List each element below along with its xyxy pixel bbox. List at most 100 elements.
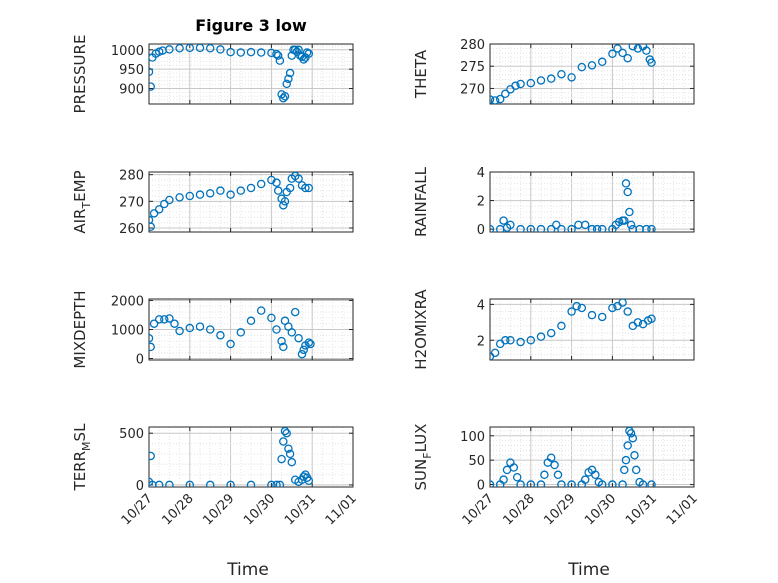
data-point [275, 480, 285, 487]
data-point [557, 480, 566, 487]
data-point [246, 316, 256, 326]
data-point [290, 307, 300, 317]
axes-box [489, 298, 695, 361]
data-point [149, 222, 155, 231]
data-point [285, 183, 295, 193]
data-point [608, 303, 617, 313]
data-point [536, 332, 546, 341]
data-point [618, 480, 627, 487]
data-point [536, 224, 546, 232]
data-point [280, 197, 290, 206]
y-axis-label: MIXDEPTH [71, 290, 89, 368]
data-point [304, 49, 314, 58]
data-point [282, 428, 291, 438]
data-point [526, 224, 536, 232]
data-point [246, 47, 256, 57]
x-tick-label: 11/01 [323, 491, 360, 528]
data-point [275, 56, 285, 65]
data-point [567, 224, 576, 232]
y-axis-label: THETA [412, 49, 430, 99]
y-tick-label: 2000 [111, 294, 144, 309]
data-point [272, 178, 281, 187]
data-point [272, 49, 281, 59]
data-point [272, 325, 281, 334]
data-point [580, 475, 590, 484]
data-point [226, 480, 235, 487]
y-tick-label: 2 [477, 195, 485, 210]
data-point [185, 44, 195, 53]
data-point [297, 349, 307, 359]
data-point [216, 331, 225, 340]
x-tick-label: 10/30 [241, 491, 278, 528]
data-point [304, 183, 314, 193]
data-point [160, 315, 169, 324]
data-point [226, 47, 235, 57]
y-tick-label: 0 [136, 353, 144, 368]
x-tick-label: 10/29 [200, 491, 237, 528]
data-point [626, 220, 636, 230]
data-point [546, 328, 556, 338]
data-point [630, 451, 639, 460]
series-points [149, 427, 314, 487]
data-point [205, 480, 215, 487]
panel-h2omixra: 2 4 H2OMIXRA [412, 289, 695, 370]
data-point [165, 45, 174, 54]
data-point [195, 190, 205, 199]
y-tick-label: 260 [119, 222, 144, 237]
data-point [175, 326, 184, 336]
data-point [623, 53, 632, 63]
data-point [170, 319, 179, 328]
data-point [205, 44, 215, 53]
data-point [273, 186, 283, 195]
data-point [567, 480, 576, 487]
series-points [490, 179, 656, 232]
data-point [185, 480, 195, 487]
data-point [154, 315, 164, 324]
data-point [246, 480, 256, 487]
y-axis-label: AIRTEMP [71, 170, 93, 233]
data-point [490, 480, 495, 487]
data-point [577, 303, 587, 313]
data-point [608, 49, 617, 59]
data-point [165, 480, 174, 487]
data-point [623, 187, 632, 197]
data-point [195, 322, 205, 331]
data-point [267, 175, 276, 185]
series-points [149, 44, 314, 103]
series-points [490, 427, 656, 487]
data-point [597, 312, 607, 322]
data-point [613, 44, 622, 53]
data-point [623, 307, 632, 316]
data-point [149, 333, 154, 343]
x-tick-label: 10/27 [119, 491, 156, 528]
y-tick-label: 50 [468, 454, 485, 469]
data-point [267, 480, 276, 487]
data-point [546, 224, 556, 232]
data-point [287, 328, 297, 337]
data-point [577, 62, 587, 72]
data-point [633, 44, 643, 53]
data-point [620, 216, 629, 225]
data-point [195, 44, 205, 53]
data-point [294, 174, 303, 183]
panel-mixdepth: 0 1000 2000 MIXDEPTH [71, 290, 354, 369]
y-axis-label: RAINFALL [412, 166, 430, 237]
data-point [236, 48, 246, 57]
figure-title: Figure 3 low [195, 16, 307, 35]
data-point [526, 78, 536, 88]
data-point [165, 314, 174, 323]
data-point [592, 224, 602, 232]
data-point [490, 96, 500, 104]
data-point [279, 93, 288, 103]
data-point [284, 74, 293, 84]
data-point [175, 193, 184, 202]
data-point [185, 323, 195, 333]
data-point [279, 342, 288, 352]
data-point [620, 465, 629, 475]
y-tick-label: 270 [460, 82, 485, 97]
panel-terr_msl: 0 500 10/27 10/28 10/29 10/30 10/31 11/01 Time TE… [71, 423, 360, 580]
series-points [490, 44, 656, 104]
data-point [160, 199, 169, 209]
data-point [306, 339, 315, 349]
data-point [256, 48, 266, 57]
